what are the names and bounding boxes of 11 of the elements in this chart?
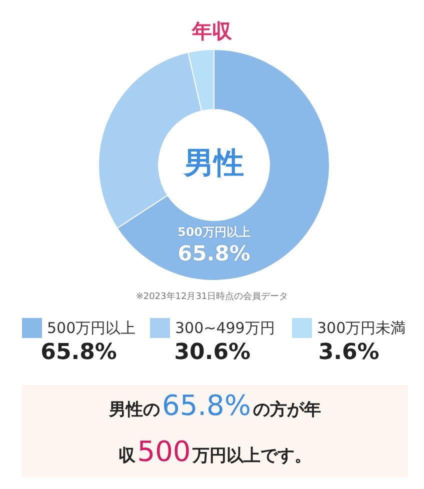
legend-label: 500万円以上 [47,318,136,338]
data-label: 30.6% [173,340,252,365]
legend-label: 300万円未満 [317,318,406,338]
text: 65.8% [40,340,117,365]
text: 男性 [183,146,244,181]
slice-label: 500万円以上 [177,225,251,240]
legend-label: 300~499万円 [175,318,275,338]
data-label: 65.8% [178,241,250,266]
chart-title: 年収 [190,18,233,45]
data-label: 3.6% [317,340,380,365]
text: ※2023年12月31日時点の会員データ [134,290,290,303]
